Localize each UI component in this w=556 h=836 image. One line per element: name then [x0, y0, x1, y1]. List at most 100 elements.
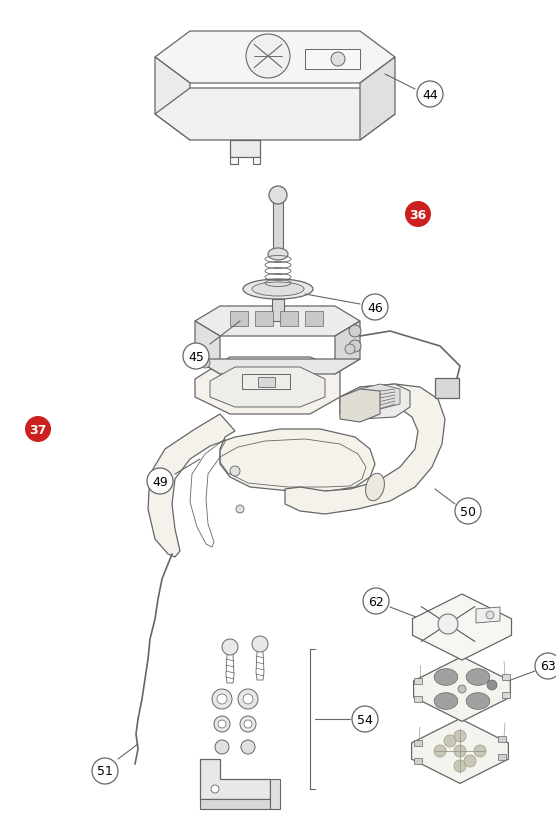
Polygon shape [466, 669, 490, 686]
Polygon shape [414, 657, 510, 721]
Circle shape [331, 53, 345, 67]
Circle shape [454, 760, 466, 772]
Circle shape [535, 653, 556, 679]
Circle shape [363, 589, 389, 614]
Polygon shape [414, 758, 422, 764]
Circle shape [241, 740, 255, 754]
Circle shape [238, 689, 258, 709]
Ellipse shape [243, 280, 313, 299]
Polygon shape [195, 307, 360, 337]
Polygon shape [414, 678, 422, 684]
Polygon shape [200, 759, 270, 799]
Polygon shape [258, 378, 275, 388]
Circle shape [211, 785, 219, 793]
Text: 45: 45 [188, 350, 204, 363]
Circle shape [269, 186, 287, 205]
Circle shape [487, 681, 497, 691]
Polygon shape [411, 719, 508, 783]
Polygon shape [195, 322, 220, 375]
Text: 62: 62 [368, 594, 384, 608]
Polygon shape [476, 607, 500, 624]
Polygon shape [273, 196, 283, 250]
Circle shape [92, 758, 118, 784]
Circle shape [222, 640, 238, 655]
Circle shape [147, 468, 173, 494]
Ellipse shape [252, 283, 304, 297]
Polygon shape [230, 158, 238, 165]
Polygon shape [253, 158, 260, 165]
Circle shape [349, 340, 361, 353]
Circle shape [486, 611, 494, 619]
Polygon shape [340, 390, 380, 422]
Circle shape [454, 730, 466, 742]
Polygon shape [155, 32, 395, 84]
Polygon shape [414, 740, 422, 746]
Polygon shape [230, 140, 260, 158]
Polygon shape [280, 312, 298, 327]
Polygon shape [272, 299, 284, 322]
Ellipse shape [366, 474, 384, 501]
Polygon shape [270, 779, 280, 809]
Circle shape [438, 614, 458, 635]
Polygon shape [305, 312, 323, 327]
Polygon shape [255, 312, 273, 327]
Circle shape [474, 745, 486, 757]
Polygon shape [413, 594, 512, 660]
Circle shape [252, 636, 268, 652]
Polygon shape [335, 322, 360, 375]
Circle shape [25, 416, 51, 442]
Circle shape [243, 694, 253, 704]
Polygon shape [414, 696, 422, 702]
Polygon shape [498, 754, 506, 760]
Polygon shape [285, 385, 445, 514]
Circle shape [455, 498, 481, 524]
Polygon shape [435, 379, 459, 399]
Polygon shape [498, 737, 506, 742]
Text: 46: 46 [367, 301, 383, 314]
Polygon shape [195, 359, 360, 375]
Circle shape [240, 716, 256, 732]
Polygon shape [466, 693, 490, 710]
Circle shape [454, 745, 466, 757]
Circle shape [244, 720, 252, 728]
Ellipse shape [268, 248, 288, 261]
Polygon shape [148, 415, 375, 558]
Text: 37: 37 [29, 423, 47, 436]
Text: 63: 63 [540, 660, 556, 673]
Circle shape [405, 201, 431, 227]
Circle shape [458, 686, 466, 693]
Circle shape [183, 344, 209, 370]
Circle shape [434, 745, 446, 757]
Circle shape [214, 716, 230, 732]
Text: 44: 44 [422, 89, 438, 101]
Circle shape [200, 359, 210, 369]
Text: 36: 36 [409, 208, 426, 222]
Circle shape [345, 344, 355, 354]
Polygon shape [340, 385, 410, 420]
Text: 50: 50 [460, 505, 476, 517]
Polygon shape [210, 368, 325, 407]
Polygon shape [360, 58, 395, 140]
Polygon shape [195, 358, 340, 415]
Circle shape [349, 325, 361, 338]
Polygon shape [200, 799, 270, 809]
Polygon shape [434, 693, 458, 710]
Circle shape [218, 720, 226, 728]
Circle shape [230, 466, 240, 477]
Circle shape [362, 294, 388, 321]
Circle shape [352, 706, 378, 732]
Circle shape [212, 689, 232, 709]
Text: 49: 49 [152, 475, 168, 488]
Text: 54: 54 [357, 712, 373, 726]
Circle shape [464, 755, 476, 767]
Polygon shape [155, 58, 190, 140]
Polygon shape [502, 692, 510, 698]
Polygon shape [230, 312, 248, 327]
Text: 51: 51 [97, 765, 113, 777]
Polygon shape [305, 50, 360, 70]
Circle shape [417, 82, 443, 108]
Polygon shape [434, 669, 458, 686]
Circle shape [246, 35, 290, 79]
Circle shape [236, 506, 244, 513]
Polygon shape [155, 89, 395, 140]
